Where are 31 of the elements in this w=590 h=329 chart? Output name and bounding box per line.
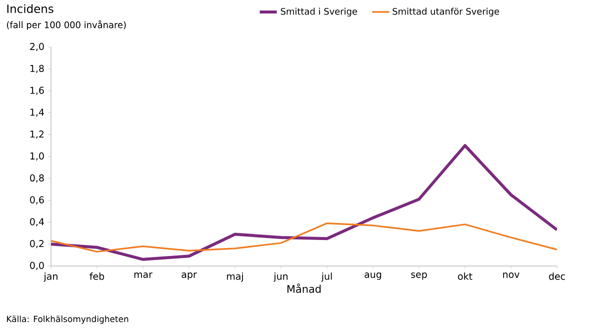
legend-label: Smittad i Sverige bbox=[280, 8, 358, 16]
x-axis-title: Månad bbox=[287, 284, 321, 293]
x-tick-label: aug bbox=[364, 272, 382, 280]
y-tick-label: 0,4 bbox=[30, 218, 44, 226]
x-tick-label: jun bbox=[274, 272, 288, 282]
y-tick-label: 0,2 bbox=[30, 240, 44, 248]
x-tick-label: nov bbox=[503, 272, 520, 278]
y-tick-label: 1,8 bbox=[30, 64, 44, 73]
y-tick-label: 1,6 bbox=[30, 86, 44, 95]
y-tick-label: 0,0 bbox=[30, 262, 44, 270]
y-tick-label: 1,4 bbox=[30, 108, 44, 117]
text: Källa: Folkhälsomyndigheten bbox=[7, 316, 128, 324]
x-tick-label: dec bbox=[549, 272, 565, 280]
x-tick-label: feb bbox=[90, 272, 104, 280]
x-tick-label: maj bbox=[227, 272, 243, 282]
line-series bbox=[51, 222, 558, 253]
legend-label: Smittad utanför Sverige bbox=[392, 8, 500, 16]
chart-subtitle: (fall per 100 000 invånare) bbox=[6, 20, 126, 30]
y-tick-label: 1,0 bbox=[30, 152, 44, 161]
line-series bbox=[51, 144, 558, 261]
x-tick-label: mar bbox=[134, 272, 152, 278]
y-tick-label: 1,2 bbox=[30, 130, 44, 139]
x-tick-label: jul bbox=[321, 272, 332, 282]
y-tick-label: 2,0 bbox=[30, 42, 44, 52]
x-tick-label: okt bbox=[458, 272, 472, 280]
y-tick-label: 0,6 bbox=[30, 196, 44, 204]
x-tick-label: apr bbox=[182, 272, 197, 280]
chart-title: Incidens bbox=[7, 4, 54, 14]
y-tick-label: 0,8 bbox=[30, 174, 44, 182]
x-tick-label: jan bbox=[44, 272, 58, 282]
x-tick-label: sep bbox=[411, 272, 427, 280]
